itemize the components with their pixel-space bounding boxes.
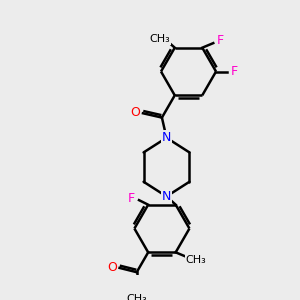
- Text: N: N: [162, 131, 171, 144]
- Text: CH₃: CH₃: [185, 255, 206, 265]
- Text: N: N: [162, 190, 171, 203]
- Text: CH₃: CH₃: [126, 294, 147, 300]
- Text: CH₃: CH₃: [150, 34, 170, 44]
- Text: F: F: [217, 34, 224, 47]
- Text: O: O: [130, 106, 140, 119]
- Text: O: O: [107, 261, 117, 274]
- Text: F: F: [128, 192, 135, 205]
- Text: F: F: [231, 65, 238, 78]
- Text: N: N: [162, 131, 171, 144]
